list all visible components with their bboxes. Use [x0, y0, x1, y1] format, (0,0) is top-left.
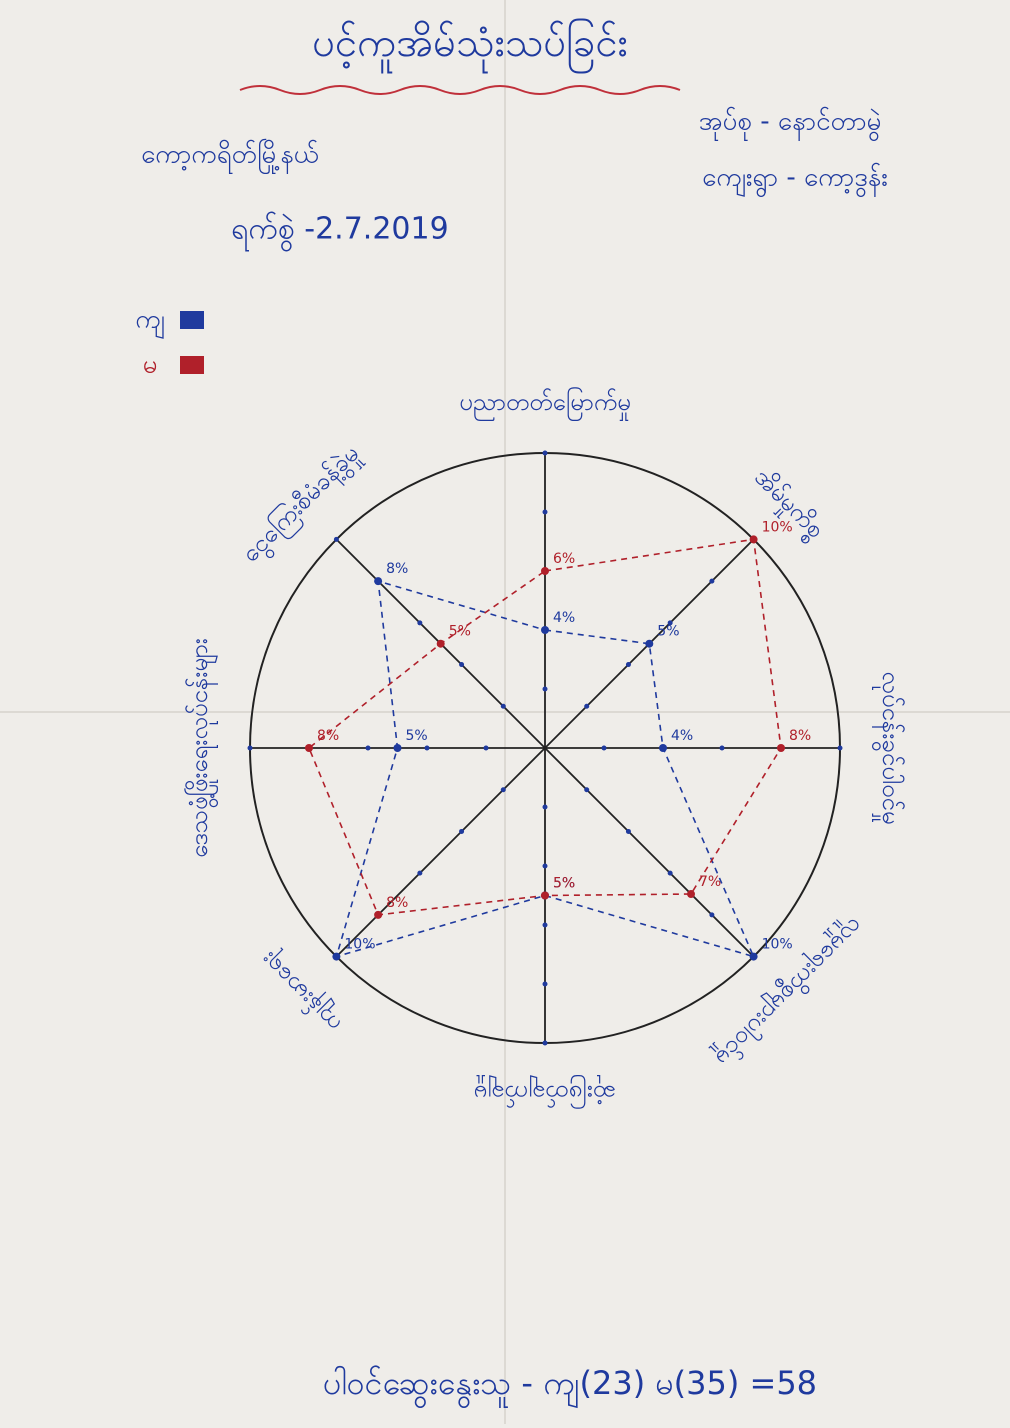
value-label: 10%	[344, 937, 375, 953]
data-point	[750, 535, 758, 543]
tick-dot	[459, 662, 464, 667]
data-point	[659, 744, 667, 752]
tick-dot	[626, 829, 631, 834]
tick-dot	[709, 579, 714, 584]
data-point	[437, 640, 445, 648]
tick-dot	[543, 982, 548, 987]
data-point	[645, 640, 653, 648]
value-label: 8%	[386, 561, 408, 577]
data-point	[332, 953, 340, 961]
value-label: 10%	[762, 519, 793, 535]
group-label: အုပ်စု - နောင်တာမွဲ	[699, 106, 882, 142]
legend-swatch	[180, 356, 204, 374]
value-label: 7%	[699, 874, 721, 890]
value-label: 5%	[553, 876, 575, 892]
footer-text: ပါဝင်ဆွေးနွေးသူ - ကျ(23) မ(35) =58	[323, 1364, 817, 1408]
axis-label: ပညာတတ်မြောက်မှု	[459, 386, 631, 421]
value-label: 8%	[386, 895, 408, 911]
tick-dot	[248, 746, 253, 751]
data-point	[374, 577, 382, 585]
tick-dot	[334, 537, 339, 542]
data-point	[305, 744, 313, 752]
value-label: 5%	[406, 728, 428, 744]
chart: ပင့်ကူအိမ်သုံးသပ်ခြင်း အုပ်စု - နောင်တာမ…	[0, 0, 1010, 1424]
value-label: 5%	[657, 624, 679, 640]
data-point	[750, 953, 758, 961]
tick-dot	[543, 451, 548, 456]
data-point	[541, 626, 549, 634]
value-label: 4%	[671, 728, 693, 744]
tick-dot	[602, 746, 607, 751]
legend-swatch	[180, 311, 204, 329]
tick-dot	[501, 787, 506, 792]
tick-dot	[709, 912, 714, 917]
tick-dot	[543, 687, 548, 692]
tick-dot	[838, 746, 843, 751]
tick-dot	[626, 662, 631, 667]
tick-dot	[417, 620, 422, 625]
tick-dot	[584, 704, 589, 709]
tick-dot	[543, 864, 548, 869]
value-label: 4%	[553, 610, 575, 626]
data-point	[777, 744, 785, 752]
legend-label: ကျ	[135, 305, 165, 340]
tick-dot	[720, 746, 725, 751]
village-label: ကျေးရွာ - ကော့ဒွန်း	[702, 162, 888, 198]
tick-dot	[459, 829, 464, 834]
tick-dot	[417, 871, 422, 876]
value-label: 10%	[762, 937, 793, 953]
legend-label: မ	[143, 350, 158, 380]
date-label: ရက်စွဲ -2.7.2019	[231, 212, 448, 253]
data-point	[374, 911, 382, 919]
data-point	[541, 567, 549, 575]
township-label: ကော့ကရိတ်မြို့နယ်	[141, 137, 320, 175]
value-label: 6%	[553, 551, 575, 567]
data-point	[541, 892, 549, 900]
tick-dot	[543, 510, 548, 515]
data-point	[394, 744, 402, 752]
tick-dot	[584, 787, 589, 792]
tick-dot	[543, 1041, 548, 1046]
chart-title: ပင့်ကူအိမ်သုံးသပ်ခြင်း	[312, 19, 628, 74]
tick-dot	[366, 746, 371, 751]
value-label: 8%	[317, 728, 339, 744]
value-label: 5%	[449, 624, 471, 640]
tick-dot	[668, 871, 673, 876]
tick-dot	[501, 704, 506, 709]
axis-label: ဆုံးဖြတ်ချက်ချမှု	[474, 1075, 616, 1110]
tick-dot	[425, 746, 430, 751]
tick-dot	[543, 805, 548, 810]
data-point	[687, 890, 695, 898]
tick-dot	[484, 746, 489, 751]
tick-dot	[543, 923, 548, 928]
value-label: 8%	[789, 728, 811, 744]
